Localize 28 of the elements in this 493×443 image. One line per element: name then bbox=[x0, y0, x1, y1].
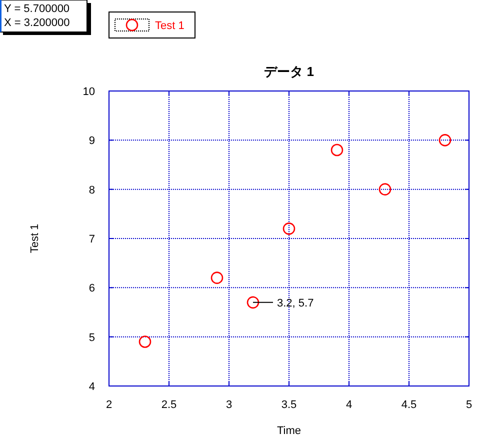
annotation: 3.2, 5.7 bbox=[277, 297, 314, 310]
y-tick-label: 10 bbox=[82, 86, 95, 98]
x-tick-label: 5 bbox=[466, 399, 472, 411]
point bbox=[438, 134, 452, 146]
x-axis-title: Time bbox=[276, 425, 302, 437]
y-tick-label: 8 bbox=[88, 184, 95, 196]
x-tick-label: 3 bbox=[226, 399, 232, 411]
point bbox=[246, 296, 260, 309]
y-tick-label: 7 bbox=[88, 234, 95, 246]
point bbox=[378, 183, 392, 196]
text: Y = 5.700000 bbox=[4, 3, 70, 15]
point bbox=[330, 144, 344, 156]
x-tick-label: 4 bbox=[346, 399, 352, 411]
point bbox=[282, 222, 296, 235]
x-tick-label: 4.5 bbox=[401, 399, 417, 411]
y-tick-label: 9 bbox=[88, 135, 95, 148]
x-tick-label: 3.5 bbox=[281, 399, 297, 411]
chart-title: データ 1 bbox=[264, 64, 314, 79]
y-axis-title: Test 1 bbox=[29, 224, 41, 254]
legend-label: Test 1 bbox=[155, 20, 184, 32]
text: X = 3.200000 bbox=[4, 17, 70, 29]
point bbox=[138, 336, 152, 348]
y-tick-label: 4 bbox=[88, 381, 95, 393]
point bbox=[210, 272, 224, 284]
x-tick-label: 2 bbox=[106, 399, 112, 411]
y-tick-label: 5 bbox=[88, 332, 95, 344]
y-tick-label: 6 bbox=[88, 282, 95, 295]
x-tick-label: 2.5 bbox=[161, 399, 177, 411]
